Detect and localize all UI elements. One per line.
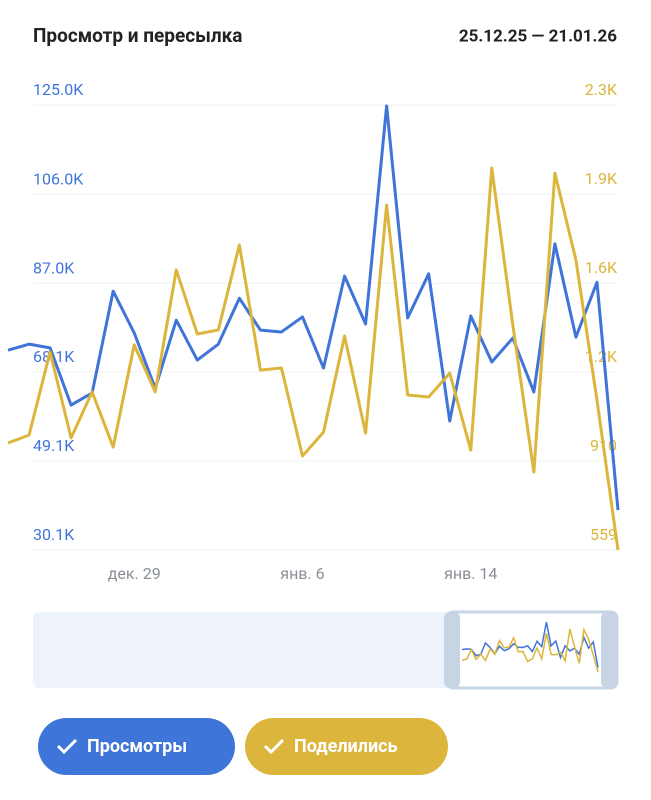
date-range: 25.12.25 — 21.01.26	[459, 26, 617, 46]
y-tick-label: 106.0K	[33, 169, 84, 188]
y-tick-label: 87.0K	[33, 258, 75, 277]
y2-tick-label: 1.6K	[585, 258, 618, 277]
legend-button[interactable]	[38, 718, 235, 775]
legend-label: Поделились	[294, 736, 398, 757]
y-tick-label: 49.1K	[33, 436, 75, 455]
y-tick-label: 125.0K	[33, 80, 84, 99]
y2-tick-label: 559	[590, 525, 617, 544]
y-tick-label: 30.1K	[33, 525, 75, 544]
legend-button[interactable]	[245, 718, 448, 775]
check-icon	[56, 738, 78, 755]
plot: 30.1K49.1K68.1K87.0K106.0K125.0K5599101.…	[7, 80, 620, 583]
x-tick-label: дек. 29	[108, 564, 161, 583]
y2-tick-label: 1.9K	[585, 169, 618, 188]
navigator-handle[interactable]	[601, 612, 617, 688]
navigator-preview	[461, 621, 599, 673]
navigator-handle[interactable]	[444, 612, 460, 688]
y2-tick-label: 2.3K	[585, 80, 618, 99]
x-tick-label: янв. 6	[280, 564, 324, 583]
y2-tick-label: 1.2K	[585, 347, 618, 366]
preview-line	[461, 627, 599, 673]
title: Просмотр и пересылка	[33, 24, 242, 47]
legend-label: Просмотры	[87, 736, 187, 757]
series-line	[7, 166, 620, 551]
check-icon	[263, 738, 285, 755]
x-tick-label: янв. 14	[444, 564, 497, 583]
